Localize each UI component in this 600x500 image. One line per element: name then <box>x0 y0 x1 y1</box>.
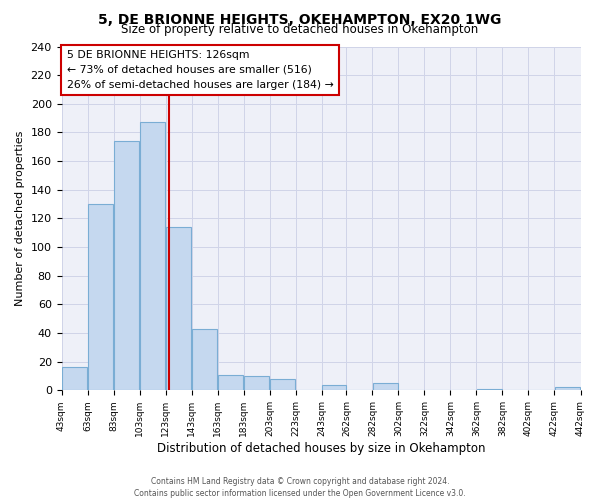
Bar <box>62 368 87 390</box>
Bar <box>166 227 191 390</box>
Bar <box>114 141 139 390</box>
Text: 5, DE BRIONNE HEIGHTS, OKEHAMPTON, EX20 1WG: 5, DE BRIONNE HEIGHTS, OKEHAMPTON, EX20 … <box>98 12 502 26</box>
Bar <box>555 388 580 390</box>
Bar <box>477 389 502 390</box>
Text: 5 DE BRIONNE HEIGHTS: 126sqm
← 73% of detached houses are smaller (516)
26% of s: 5 DE BRIONNE HEIGHTS: 126sqm ← 73% of de… <box>67 50 334 90</box>
Text: Size of property relative to detached houses in Okehampton: Size of property relative to detached ho… <box>121 22 479 36</box>
Bar <box>88 204 113 390</box>
X-axis label: Distribution of detached houses by size in Okehampton: Distribution of detached houses by size … <box>157 442 485 455</box>
Bar <box>218 374 243 390</box>
Y-axis label: Number of detached properties: Number of detached properties <box>15 130 25 306</box>
Bar <box>270 379 295 390</box>
Bar <box>322 384 346 390</box>
Bar <box>244 376 269 390</box>
Bar <box>373 383 398 390</box>
Text: Contains HM Land Registry data © Crown copyright and database right 2024.
Contai: Contains HM Land Registry data © Crown c… <box>134 476 466 498</box>
Bar <box>192 328 217 390</box>
Bar <box>140 122 165 390</box>
